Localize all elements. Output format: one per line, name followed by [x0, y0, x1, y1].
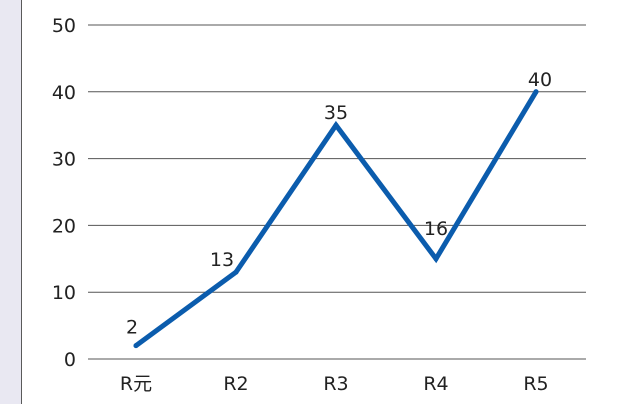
data-label: 16 [424, 218, 448, 240]
data-label: 35 [324, 102, 348, 124]
data-point [333, 122, 339, 128]
x-tick-label: R5 [523, 373, 548, 395]
y-tick-label: 30 [52, 149, 76, 171]
y-tick-label: 40 [52, 82, 76, 104]
y-tick-label: 0 [64, 349, 76, 371]
data-label: 2 [126, 317, 138, 339]
y-tick-label: 10 [52, 282, 76, 304]
data-point [433, 256, 439, 262]
y-tick-label: 20 [52, 215, 76, 237]
x-tick-label: R4 [423, 373, 448, 395]
x-tick-label: R3 [323, 373, 348, 395]
x-tick-label: R2 [223, 373, 248, 395]
x-tick-label: R元 [120, 373, 152, 395]
data-point [533, 89, 539, 95]
y-tick-label: 50 [52, 15, 76, 37]
data-point [133, 343, 139, 349]
data-label: 13 [210, 249, 234, 271]
series-line [133, 89, 539, 349]
left-side-panel [0, 0, 22, 404]
data-label: 40 [528, 69, 552, 91]
data-point [233, 269, 239, 275]
